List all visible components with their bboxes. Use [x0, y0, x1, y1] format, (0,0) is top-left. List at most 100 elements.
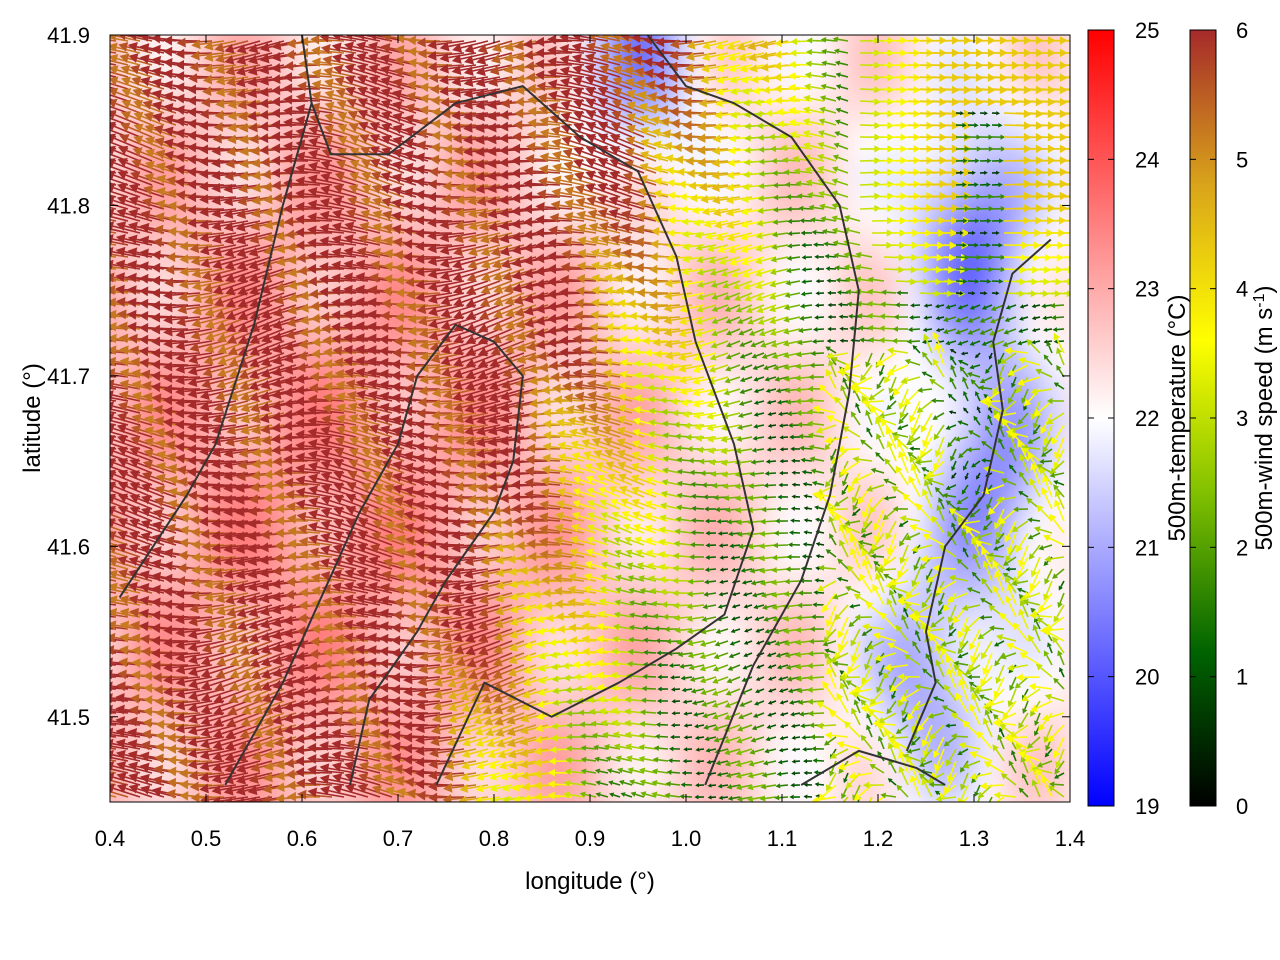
temperature-cell: [974, 131, 999, 156]
wind-arrow-head: [93, 346, 102, 356]
temperature-cell: [854, 35, 879, 36]
temperature-cell: [950, 587, 975, 612]
wind-arrow-head: [79, 596, 89, 606]
temperature-cell: [758, 419, 783, 444]
temperature-cell: [110, 395, 111, 420]
temperature-cell: [374, 803, 399, 828]
temperature-cell: [1022, 35, 1047, 36]
temperature-cell: [686, 803, 711, 828]
temperature-cell: [734, 803, 759, 828]
temperature-cell: [494, 35, 519, 36]
temperature-cell: [926, 371, 951, 396]
temperature-cell: [878, 275, 903, 300]
wind-arrow-head: [94, 596, 104, 606]
wind-arrow-head: [95, 322, 104, 332]
temperature-cell: [782, 227, 807, 252]
temperature-cell: [686, 779, 711, 802]
temperature-cell: [974, 107, 999, 132]
temperature-cell: [806, 755, 831, 780]
temperature-cell: [782, 731, 807, 756]
wind-arrow-head: [92, 425, 102, 435]
temperature-cell: [158, 803, 183, 828]
wind-arrow-head: [97, 545, 107, 554]
temperature-cell: [1046, 659, 1070, 684]
temperature-cell: [182, 803, 207, 828]
temperature-cell: [854, 323, 879, 348]
temperature-cell: [830, 803, 855, 828]
temperature-cell: [110, 755, 111, 780]
wind-arrow-head: [81, 460, 91, 469]
temperature-cell: [158, 35, 183, 36]
temperature-cell: [518, 35, 543, 36]
temperature-cell: [782, 539, 807, 564]
temperature-cell: [806, 779, 831, 802]
wind-arrow-head: [95, 65, 105, 75]
temperature-cell: [662, 587, 687, 612]
wind-arrow-head: [85, 509, 95, 518]
temperature-cell: [782, 35, 807, 36]
wind-arrow-head: [79, 392, 89, 402]
temperature-cell: [758, 587, 783, 612]
temperature-cell: [110, 323, 111, 348]
temperature-cell: [782, 395, 807, 420]
temperature-cell: [734, 779, 759, 802]
wind-arrow-head: [92, 209, 102, 219]
temperature-cell: [974, 35, 999, 36]
wind-arrow-head: [80, 437, 90, 447]
wind-arrow-shaft: [303, 231, 333, 234]
wind-arrow-head: [82, 224, 92, 234]
wind-arrow-head: [92, 402, 102, 412]
temperature-cell: [662, 803, 687, 828]
temperature-cell: [110, 131, 111, 156]
wind-arrow-head: [81, 160, 91, 169]
temperature-cell: [806, 467, 831, 492]
temperature-cell: [710, 107, 735, 132]
temperature-cell: [110, 155, 111, 180]
wind-arrow-head: [93, 147, 103, 156]
temperature-cell: [374, 779, 399, 802]
temperature-cell: [110, 803, 135, 828]
wind-arrow-head: [79, 659, 88, 669]
temperature-cell: [902, 35, 927, 36]
wind-arrow-head: [93, 184, 103, 193]
wind-arrow-head: [80, 77, 90, 87]
wind-arrow-head: [84, 787, 94, 796]
wind-arrow-head: [97, 558, 107, 567]
wind-arrow-head: [81, 148, 91, 157]
temperature-cell: [662, 227, 687, 252]
temperature-cell: [302, 803, 327, 828]
temperature-cell: [638, 611, 663, 636]
wind-arrow-head: [80, 741, 90, 751]
temperature-cell: [254, 803, 279, 828]
temperature-cell: [1046, 299, 1070, 324]
wind-arrow-head: [79, 672, 88, 682]
temperature-cell: [662, 707, 687, 732]
temperature-cell: [686, 443, 711, 468]
temperature-cell: [782, 779, 807, 802]
temperature-cell: [662, 35, 687, 36]
temperature-cell: [950, 467, 975, 492]
temperature-cell: [758, 467, 783, 492]
wind-arrow-head: [92, 196, 102, 206]
wind-arrow-shaft: [415, 39, 441, 42]
wind-arrow-head: [83, 237, 92, 247]
temperature-cell: [350, 803, 375, 828]
temperature-cell: [110, 83, 111, 108]
temperature-cell: [806, 227, 831, 252]
wind-arrow-shaft: [293, 220, 321, 223]
temperature-cell: [1022, 659, 1047, 684]
wind-arrow-head: [110, 645, 115, 655]
temperature-cell: [1022, 563, 1047, 588]
temperature-cell: [854, 347, 879, 372]
wind-arrow-head: [93, 111, 103, 120]
wind-arrow-head: [93, 235, 103, 245]
temperature-cell: [614, 803, 639, 828]
wind-arrow-head: [79, 730, 88, 740]
wind-arrow-shaft: [183, 75, 213, 78]
wind-arrow-head: [93, 436, 103, 445]
temperature-cell: [518, 419, 543, 444]
wind-arrow-head: [94, 76, 104, 85]
wind-arrow-head: [83, 484, 93, 493]
temperature-cell: [110, 299, 111, 324]
wind-arrow-head: [80, 55, 90, 65]
